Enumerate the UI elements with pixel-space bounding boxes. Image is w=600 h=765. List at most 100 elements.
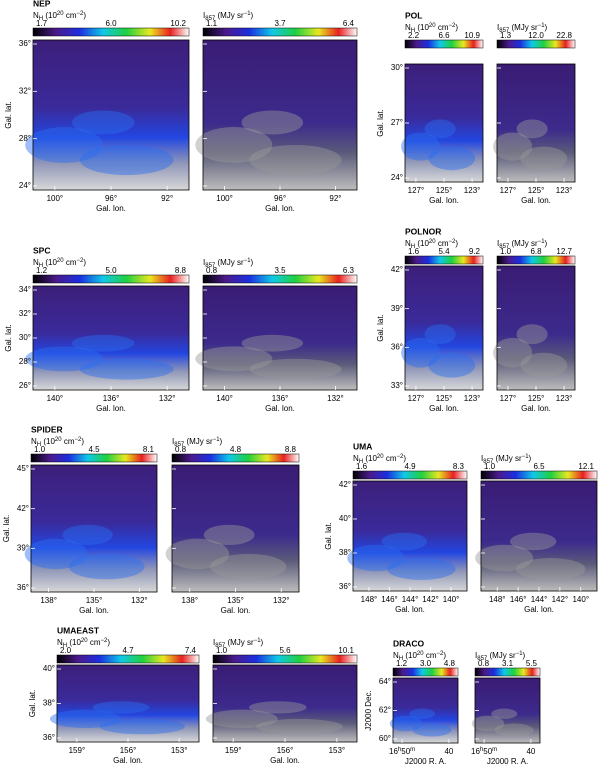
map-structure [475,544,534,572]
map-image [353,481,467,591]
text-segment: cm [424,651,437,660]
text-segment: ) [261,638,264,647]
y-tick-label: 27° [391,118,403,127]
x-tick-label: 127° [408,186,425,195]
map-structure [49,709,121,729]
map-structure [25,346,104,372]
text-segment: 857 [174,442,185,448]
colorbar-tick-label: 5.4 [438,247,450,256]
map-image [33,286,189,390]
nh-label: NH (1020 cm−2) [405,239,458,250]
colorbar [392,667,459,677]
colorbar [352,470,468,480]
colorbar-tick-label: 1.2 [396,659,408,668]
x-tick-label: 123° [464,186,481,195]
text-segment: (MJy sr [487,651,516,660]
colorbar [480,470,598,480]
y-tick-label: 24° [19,181,31,190]
map-structure [195,346,273,372]
x-tick-label: 140° [216,394,233,403]
text-segment: 16 [389,747,398,756]
text-segment: H [39,16,43,22]
map-structure [72,110,135,135]
colorbar-tick-label: 22.8 [556,31,572,40]
colorbar-tick-label: 6.3 [343,266,355,275]
map-structure [256,718,343,735]
x-tick-label: 16h50m [471,747,497,757]
region-title: SPC [33,245,50,255]
text-segment: (MJy sr [509,23,538,32]
nh-label: NH (1020 cm−2) [33,11,86,22]
x-axis-label: Gal. lon. [96,204,126,213]
text-segment: (10 [43,258,57,267]
x-tick-label: 159° [69,746,86,755]
x-tick-label: 123° [464,394,481,403]
ir-label: I857 (MJy sr−1) [203,258,254,269]
text-segment: ) [455,239,458,248]
map-structure [409,708,436,719]
colorbar-tick-label: 10.1 [338,646,354,655]
colorbar-tick-label: 0.8 [478,659,490,668]
y-tick-label: 38° [339,548,351,557]
colorbar [202,27,358,37]
y-axis-label: Gal. lat. [4,324,13,352]
colorbar-tick-label: 10.9 [464,31,480,40]
x-tick-label: 132° [273,596,290,605]
map-image [31,465,157,592]
x-axis-label: Gal. lon. [79,606,109,615]
text-segment: cm [62,437,75,446]
colorbar-tick-label: 3.5 [274,266,286,275]
colorbar-tick-label: 1.6 [356,462,368,471]
y-tick-label: 33° [391,381,403,390]
map-structure [428,352,476,378]
map-structure [424,324,456,345]
region-title: UMA [353,441,372,451]
text-segment: −1 [254,638,262,644]
x-tick-label: 40 [526,747,535,756]
x-tick-label: 148° [361,595,378,604]
text-segment: ) [107,638,110,647]
text-segment: −2 [397,454,405,460]
colorbar-tick-label: 4.8 [230,445,242,454]
x-tick-label: 144° [531,595,548,604]
text-segment: cm [64,258,77,267]
map-image [33,40,189,190]
text-segment: ) [83,11,86,20]
x-tick-label: 144° [402,595,419,604]
text-segment: (10 [415,23,429,32]
x-tick-label: 153° [329,746,346,755]
text-segment: ) [251,11,254,20]
map-structure [92,701,150,714]
y-axis-label: Gal. lat. [2,515,11,543]
colorbar-tick-label: 2.0 [60,646,72,655]
ir-label: I857 (MJy sr−1) [497,23,548,34]
x-tick-label: 136° [272,394,289,403]
map-image [497,64,575,182]
map-structure [72,334,135,352]
text-segment: cm [88,638,101,647]
text-segment: 20 [81,638,88,644]
x-tick-label: 40 [444,747,453,756]
map-structure [347,544,405,572]
nh-label: NH (1020 cm−2) [33,258,86,269]
x-tick-label: 159° [225,746,242,755]
map-structure [25,127,104,163]
y-tick-label: 36° [339,582,351,591]
x-tick-label: 100° [216,194,233,203]
text-segment: −1 [538,23,546,29]
text-segment: I [497,239,499,248]
text-segment: I [172,437,174,446]
map-structure [203,524,255,546]
text-segment: N [31,437,37,446]
text-segment: (10 [415,239,429,248]
y-tick-label: 40° [339,514,351,523]
text-segment: N [57,638,63,647]
x-axis-label: Gal. lon. [524,605,554,614]
colorbar-tick-label: 12.7 [556,247,572,256]
x-tick-label: 92° [161,194,173,203]
text-segment: cm [384,454,397,463]
colorbar-tick-label: 1.6 [408,247,420,256]
nh-label: NH (1020 cm−2) [353,454,406,465]
map-structure [428,146,476,171]
x-tick-label: 127° [500,394,517,403]
